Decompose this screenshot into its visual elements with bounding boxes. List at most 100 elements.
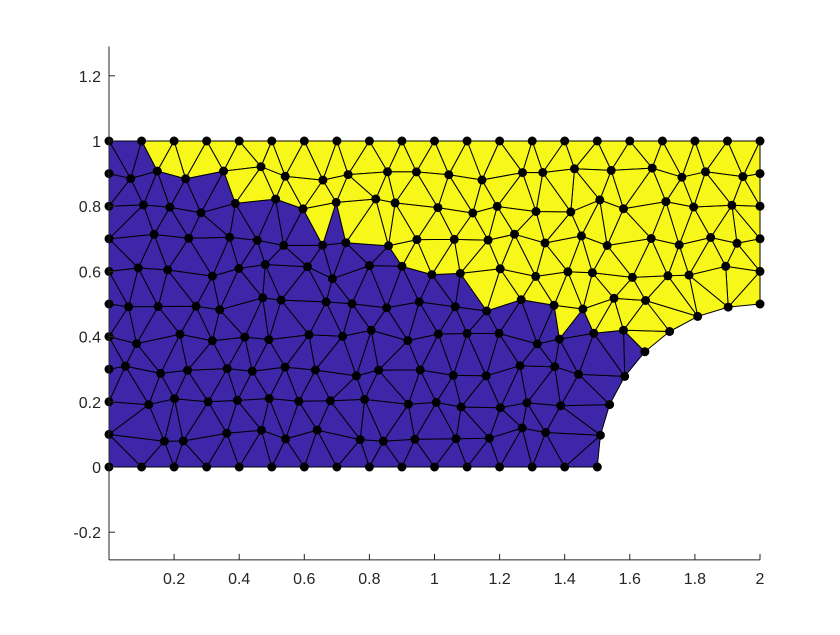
- mesh-node: [281, 434, 291, 444]
- mesh-node: [430, 462, 439, 472]
- mesh-node: [410, 434, 420, 444]
- mesh-node: [448, 370, 458, 380]
- mesh-node: [181, 174, 191, 184]
- mesh-node: [137, 136, 147, 146]
- mesh-node: [318, 240, 328, 250]
- mesh-node: [298, 204, 308, 214]
- mesh-node: [280, 171, 290, 181]
- mesh-node: [184, 233, 194, 243]
- mesh-node: [427, 270, 437, 280]
- mesh-node: [415, 365, 425, 375]
- mesh-node: [390, 198, 400, 208]
- mesh-node: [371, 194, 381, 204]
- mesh-node: [327, 274, 337, 284]
- mesh-node: [640, 347, 650, 357]
- mesh-node: [690, 136, 700, 146]
- mesh-node: [331, 197, 341, 207]
- mesh-node: [403, 336, 413, 346]
- mesh-node: [170, 394, 179, 404]
- mesh-node: [144, 400, 154, 410]
- mesh-node: [267, 136, 277, 146]
- mesh-node: [169, 462, 179, 472]
- mesh-node: [620, 371, 630, 381]
- mesh-node: [294, 396, 304, 406]
- mesh-node: [232, 395, 242, 405]
- x-tick-label: 0.4: [228, 571, 250, 588]
- mesh-node: [280, 362, 290, 372]
- mesh-node: [351, 371, 361, 381]
- mesh-node: [183, 365, 193, 375]
- mesh-node: [531, 207, 541, 216]
- mesh-node: [492, 201, 502, 211]
- mesh-node: [137, 462, 147, 472]
- mesh-node: [627, 272, 637, 282]
- mesh-node: [755, 234, 765, 244]
- upper-region-triangle: [705, 171, 744, 206]
- mesh-node: [532, 339, 542, 349]
- mesh-node: [693, 311, 703, 321]
- y-tick-label: 1: [92, 134, 101, 151]
- mesh-node: [755, 136, 765, 146]
- upper-region-triangle: [284, 140, 324, 181]
- mesh-node: [706, 233, 716, 242]
- mesh-node: [732, 238, 742, 248]
- x-tick-label: 0.2: [163, 571, 185, 588]
- mesh-node: [527, 136, 537, 146]
- x-tick-label: 1.8: [684, 571, 706, 588]
- upper-region-triangle: [651, 167, 683, 203]
- mesh-node: [663, 271, 673, 281]
- mesh-node: [271, 194, 281, 204]
- mesh-node: [153, 302, 163, 311]
- mesh-node: [312, 425, 322, 435]
- mesh-node: [484, 433, 494, 443]
- x-tick-label: 1.6: [619, 571, 641, 588]
- mesh-node: [515, 361, 525, 371]
- lower-region-triangle: [130, 170, 158, 206]
- mesh-node: [343, 170, 353, 180]
- mesh-node: [203, 397, 213, 407]
- upper-region-triangle: [347, 171, 388, 200]
- mesh-node: [556, 401, 566, 411]
- mesh-node: [538, 168, 548, 177]
- mesh-node: [264, 335, 274, 345]
- mesh-node: [279, 240, 289, 250]
- mesh-node: [684, 270, 694, 280]
- mesh-node: [332, 136, 342, 146]
- mesh-node: [163, 265, 173, 275]
- y-tick-label: 0.2: [79, 395, 101, 412]
- y-axis-ticks: -0.2 0 0.2 0.4 0.6 0.8 1 1.2: [73, 69, 115, 542]
- mesh-node: [433, 203, 443, 213]
- upper-region-triangle: [448, 174, 483, 214]
- mesh-node: [159, 436, 169, 446]
- mesh-node: [165, 202, 175, 212]
- mesh-node: [483, 235, 493, 245]
- mesh-node: [126, 174, 136, 184]
- mesh-node: [444, 170, 454, 180]
- mesh-node: [450, 302, 460, 312]
- mesh-node: [257, 425, 266, 435]
- mesh-node: [252, 235, 262, 245]
- mesh-triangles: [108, 140, 761, 468]
- axes: 0.2 0.4 0.6 0.8 1 1.2 1.4 1.6 1.8 2 -0.200.20.40.…: [73, 46, 765, 588]
- y-tick-label: 0: [92, 460, 101, 477]
- mesh-node: [169, 136, 179, 146]
- mesh-node: [755, 169, 765, 179]
- mesh-node: [527, 462, 537, 472]
- mesh-node: [178, 436, 188, 446]
- mesh-node: [196, 208, 206, 218]
- mesh-node: [619, 204, 628, 214]
- mesh-node: [554, 334, 564, 344]
- mesh-node: [397, 136, 407, 146]
- mesh-node: [570, 164, 579, 174]
- mesh-node: [202, 136, 212, 146]
- lower-region-triangle: [156, 170, 187, 208]
- y-tick-label: -0.2: [73, 525, 101, 542]
- mesh-node: [516, 295, 526, 305]
- x-tick-label: 2: [756, 571, 765, 588]
- upper-region-triangle: [223, 166, 262, 204]
- mesh-node: [595, 430, 605, 440]
- mesh-node: [411, 167, 421, 177]
- mesh-node: [456, 402, 466, 412]
- y-tick-label: 0.8: [79, 199, 101, 216]
- mesh-node: [723, 136, 732, 146]
